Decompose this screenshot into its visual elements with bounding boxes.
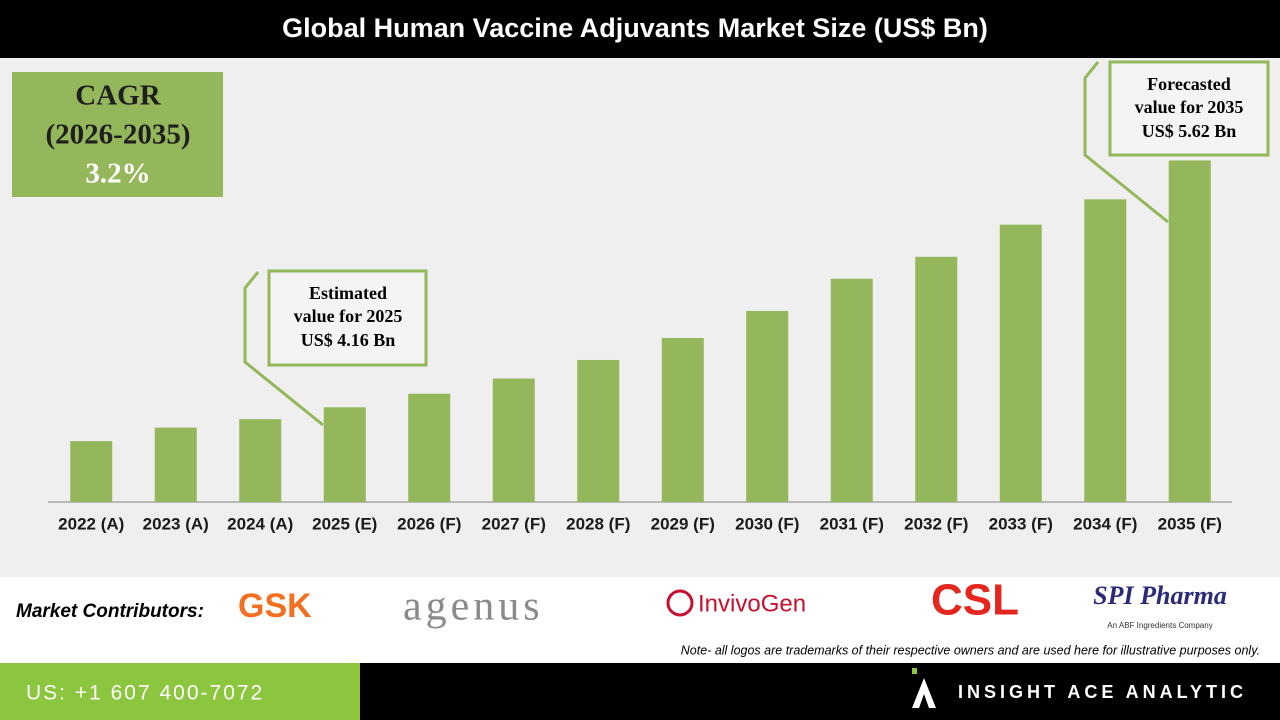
bar bbox=[1168, 160, 1211, 502]
x-tick-label: 2026 (F) bbox=[397, 514, 461, 533]
callout-box bbox=[1108, 60, 1270, 157]
bar bbox=[492, 378, 535, 502]
logo: agenus bbox=[403, 584, 544, 630]
callout-leader bbox=[1083, 61, 1169, 224]
x-tick-label: 2029 (F) bbox=[651, 514, 715, 533]
bar bbox=[746, 310, 789, 502]
x-tick-label: 2033 (F) bbox=[989, 514, 1053, 533]
bar bbox=[70, 441, 113, 502]
phone: US: +1 607 400-7072 bbox=[26, 682, 264, 705]
x-tick-label: 2034 (F) bbox=[1073, 514, 1137, 533]
callout-text: Estimated bbox=[309, 283, 387, 303]
callout-leader bbox=[243, 271, 324, 427]
x-tick-label: 2025 (E) bbox=[312, 514, 377, 533]
bar bbox=[577, 359, 620, 502]
callout-text: US$ 5.62 Bn bbox=[1142, 121, 1237, 141]
x-tick-label: 2030 (F) bbox=[735, 514, 799, 533]
logo: SPI Pharma bbox=[1093, 581, 1227, 610]
x-tick-label: 2031 (F) bbox=[820, 514, 884, 533]
callout-text: US$ 4.16 Bn bbox=[301, 330, 396, 350]
bar bbox=[239, 419, 282, 502]
bar bbox=[999, 224, 1042, 502]
logo-tagline: An ABF Ingredients Company bbox=[1107, 621, 1212, 630]
cagr-value: 3.2% bbox=[85, 158, 150, 190]
callout-text: value for 2035 bbox=[1135, 97, 1244, 117]
logo-icon bbox=[666, 589, 694, 617]
bar bbox=[1084, 199, 1127, 502]
bar bbox=[661, 337, 704, 502]
x-tick-label: 2023 (A) bbox=[143, 514, 209, 533]
x-tick-label: 2035 (F) bbox=[1158, 514, 1222, 533]
bar bbox=[323, 407, 366, 502]
brand: INSIGHT ACE ANALYTIC bbox=[958, 682, 1247, 702]
note: Note- all logos are trademarks of their … bbox=[681, 643, 1260, 657]
bar bbox=[915, 256, 958, 502]
callout-box bbox=[267, 269, 428, 367]
cagr-period: (2026-2035) bbox=[46, 119, 191, 151]
x-tick-label: 2022 (A) bbox=[58, 514, 124, 533]
brand-icon bbox=[912, 678, 936, 708]
logo: InvivoGen bbox=[698, 590, 806, 617]
x-tick-label: 2024 (A) bbox=[227, 514, 293, 533]
logo: CSL bbox=[931, 576, 1019, 625]
x-tick-label: 2028 (F) bbox=[566, 514, 630, 533]
x-tick-label: 2027 (F) bbox=[482, 514, 546, 533]
brand-bar bbox=[360, 663, 1280, 720]
bar bbox=[830, 278, 873, 502]
bar bbox=[154, 427, 197, 502]
contributors-label: Market Contributors: bbox=[16, 601, 204, 622]
cagr-label: CAGR bbox=[75, 80, 161, 112]
cagr-box bbox=[12, 72, 223, 197]
callout-text: value for 2025 bbox=[294, 306, 403, 326]
brand-icon bbox=[912, 668, 917, 674]
phone-bar bbox=[0, 663, 360, 720]
title-bar bbox=[0, 0, 1280, 58]
chart-title: Global Human Vaccine Adjuvants Market Si… bbox=[282, 13, 988, 43]
bar bbox=[408, 393, 451, 502]
x-tick-label: 2032 (F) bbox=[904, 514, 968, 533]
callout-text: Forecasted bbox=[1147, 74, 1231, 94]
logo: GSK bbox=[238, 587, 312, 625]
